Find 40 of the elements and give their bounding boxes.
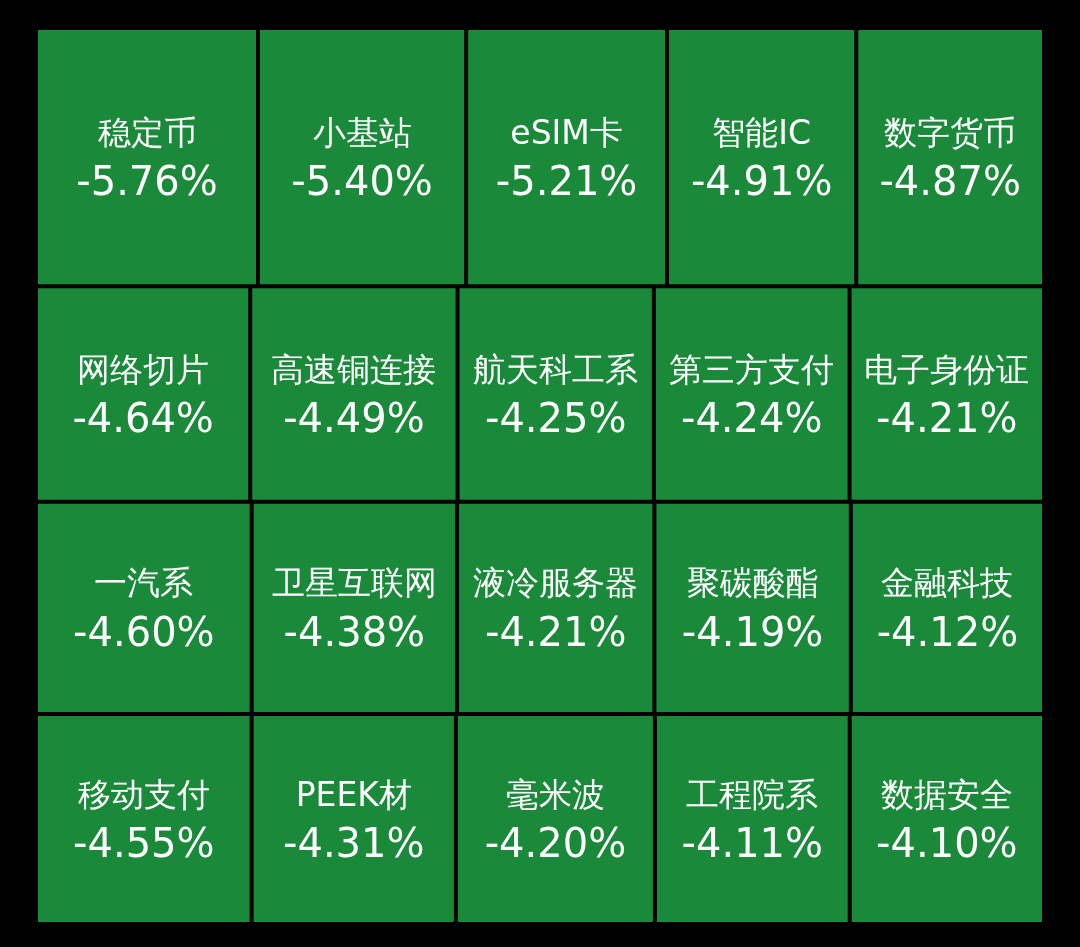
category-label: 一汽系 bbox=[94, 563, 194, 603]
category-label: 数据安全 bbox=[880, 774, 1013, 814]
data-label: -4.10% bbox=[876, 820, 1018, 867]
category-label: 毫米波 bbox=[505, 774, 605, 814]
data-label: -4.12% bbox=[876, 609, 1019, 656]
data-label: -4.60% bbox=[73, 609, 215, 656]
category-label: 电子身份证 bbox=[864, 349, 1030, 389]
category-label: 高速铜连接 bbox=[271, 349, 437, 389]
data-label: -4.64% bbox=[72, 395, 214, 442]
data-label: -4.91% bbox=[690, 158, 833, 205]
category-label: 智能IC bbox=[712, 112, 812, 152]
data-label: -5.40% bbox=[291, 158, 433, 205]
category-label: 工程院系 bbox=[686, 774, 819, 814]
category-label: 航天科工系 bbox=[473, 349, 639, 389]
data-label: -4.19% bbox=[681, 609, 824, 656]
data-label: -4.24% bbox=[680, 395, 823, 442]
data-label: -4.55% bbox=[73, 820, 215, 867]
data-label: -4.25% bbox=[484, 395, 627, 442]
data-label: -4.21% bbox=[484, 609, 627, 656]
category-label: 聚碳酸酯 bbox=[686, 563, 819, 603]
category-label: 稳定币 bbox=[97, 112, 197, 152]
data-label: -4.21% bbox=[876, 395, 1018, 442]
data-label: -4.11% bbox=[681, 820, 824, 867]
data-label: -4.20% bbox=[484, 820, 627, 867]
data-label: -4.49% bbox=[283, 395, 425, 442]
category-label: 第三方支付 bbox=[669, 349, 835, 389]
data-label: -4.31% bbox=[283, 820, 425, 867]
data-label: -5.76% bbox=[76, 158, 218, 205]
category-label: 移动支付 bbox=[77, 774, 210, 814]
category-label: 卫星互联网 bbox=[271, 563, 437, 603]
category-label: 液冷服务器 bbox=[473, 563, 639, 603]
category-label: PEEK材 bbox=[295, 774, 412, 814]
data-label: -4.38% bbox=[283, 609, 426, 656]
data-label: -5.21% bbox=[495, 158, 638, 205]
category-label: 网络切片 bbox=[77, 349, 210, 389]
category-label: 小基站 bbox=[312, 112, 412, 152]
category-label: 金融科技 bbox=[881, 563, 1014, 603]
data-label: -4.87% bbox=[879, 158, 1021, 205]
category-label: eSIM卡 bbox=[510, 112, 623, 152]
category-label: 数字货币 bbox=[884, 112, 1017, 152]
